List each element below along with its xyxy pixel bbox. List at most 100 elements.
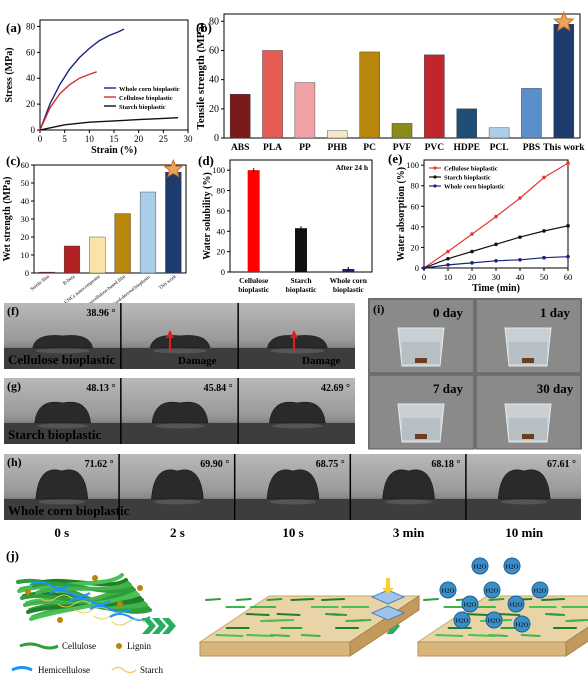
water-molecule-icon xyxy=(503,557,521,575)
water-droplet xyxy=(266,469,320,500)
water-molecule-label: H2O xyxy=(486,588,499,595)
legend-label-0: Whole corn bioplastic xyxy=(119,86,180,93)
bioplastic-sample xyxy=(415,358,427,363)
substrate xyxy=(4,422,121,444)
y-tick-label: 20 xyxy=(21,232,30,242)
legend-hemicellulose-label: Hemicellulose xyxy=(38,665,90,675)
water-droplet xyxy=(32,335,93,349)
hemicellulose-strand xyxy=(89,605,131,613)
water-molecule-icon xyxy=(531,581,549,599)
day-label: 1 day xyxy=(540,305,570,320)
day-label: 7 day xyxy=(433,381,463,396)
embedded-fiber xyxy=(266,598,283,601)
panel-j-letter: (j) xyxy=(6,548,19,563)
substrate xyxy=(121,347,238,369)
water-molecule-icon xyxy=(439,581,457,599)
droplet-reflection xyxy=(38,499,86,505)
embedded-fiber xyxy=(300,634,321,637)
contact-angle-photos: 38.96 ° (f) Cellulose bioplastic Damage Dama… xyxy=(4,303,581,540)
y-tick-label: 40 xyxy=(209,75,219,86)
series-point-1 xyxy=(470,249,474,254)
row-label-h: Whole corn bioplastic xyxy=(8,503,130,518)
water-droplet xyxy=(35,469,89,500)
bar-3 xyxy=(114,213,131,274)
x-tick-line: Starch xyxy=(290,276,312,285)
series-point-1 xyxy=(518,235,522,239)
slab-front xyxy=(199,641,351,657)
panel-c-letter: (c) xyxy=(6,153,20,168)
embedded-fiber xyxy=(545,613,561,616)
x-tick-label: HDPE xyxy=(454,143,480,153)
x-tick-line: bioplastic xyxy=(333,285,365,294)
water-droplet xyxy=(34,401,91,424)
press-arrow-icon xyxy=(386,578,390,590)
bar-pbs xyxy=(521,88,542,139)
damage-label: Damage xyxy=(302,355,341,367)
water-molecule-label: H2O xyxy=(442,588,455,595)
panel-a-stress-strain-chart: (a) 0 20 40 60 80 Stress (MPa) 0 5 10 15 20 25 30 Str… xyxy=(4,19,193,156)
droplet-reflection xyxy=(269,499,317,505)
embedded-fiber xyxy=(325,613,341,616)
starch-strand xyxy=(57,600,91,608)
press-arrow-head xyxy=(382,588,394,594)
water-droplet xyxy=(149,335,211,349)
y-axis-label: Wet strength (MPa) xyxy=(2,177,13,262)
x-tick-label: Whole corn bioplastic xyxy=(330,276,368,294)
series-point-1 xyxy=(542,229,546,233)
y-tick-label: 60 xyxy=(209,45,219,56)
panel-d-letter: (d) xyxy=(198,153,214,168)
y-tick-label: 80 xyxy=(411,181,420,191)
lignin-particle xyxy=(92,575,98,581)
legend-hemicellulose-swatch xyxy=(11,666,33,672)
embedded-fiber xyxy=(468,634,497,637)
x-tick-label: PVF xyxy=(393,143,412,153)
water-molecule-label: H2O xyxy=(510,602,523,609)
series-point-2 xyxy=(566,254,570,259)
legend-marker-1 xyxy=(433,175,437,179)
hemicellulose-strand xyxy=(49,589,91,597)
substrate xyxy=(235,498,350,520)
damage-arrow-head xyxy=(166,330,174,338)
series-point-0 xyxy=(542,175,546,180)
droplet-reflection xyxy=(35,348,90,354)
water-droplet xyxy=(382,469,435,500)
x-tick-label: PHB xyxy=(328,143,348,153)
embedded-fiber xyxy=(345,619,366,622)
embedded-fiber xyxy=(541,598,566,601)
y-axis-label: Tensile strength (MPa) xyxy=(195,22,207,129)
bioplastic-sample xyxy=(522,358,534,363)
lignin-particle xyxy=(137,585,143,591)
x-tick-line: bioplastic xyxy=(286,285,318,294)
legend-cellulose-label: Cellulose xyxy=(62,641,96,651)
x-tick-label: 10 xyxy=(444,272,453,282)
bar-hdpe xyxy=(456,108,477,139)
y-tick-label: 100 xyxy=(212,165,225,175)
beaker-water xyxy=(509,342,547,364)
x-tick-label: 20 xyxy=(468,272,477,282)
legend-label-2: Whole corn bioplastic xyxy=(444,184,505,191)
water-molecule-icon xyxy=(513,615,531,633)
time-label: 2 s xyxy=(170,525,185,540)
process-arrow-icon xyxy=(162,618,176,634)
bar-pcl xyxy=(488,127,510,139)
substrate xyxy=(238,422,355,444)
y-tick-label: 40 xyxy=(217,226,226,236)
contact-angle-value: 68.75 ° xyxy=(316,459,345,470)
water-molecule-label: H2O xyxy=(506,564,519,571)
series-point-1 xyxy=(446,256,450,261)
row-label-g: Starch bioplastic xyxy=(8,427,102,442)
water-molecule-icon xyxy=(483,581,501,599)
starch-strand xyxy=(75,606,109,614)
series-point-0 xyxy=(470,232,474,236)
embedded-fiber xyxy=(496,613,521,616)
water-droplet xyxy=(269,401,326,424)
damage-label: Damage xyxy=(178,355,217,367)
series-line-0 xyxy=(39,28,125,131)
lignin-particle xyxy=(25,589,31,595)
droplet-reflection xyxy=(500,499,548,505)
series-point-2 xyxy=(446,263,450,267)
y-axis-label: Water solubility (%) xyxy=(202,172,213,260)
panel-letter-g: (g) xyxy=(7,379,21,393)
